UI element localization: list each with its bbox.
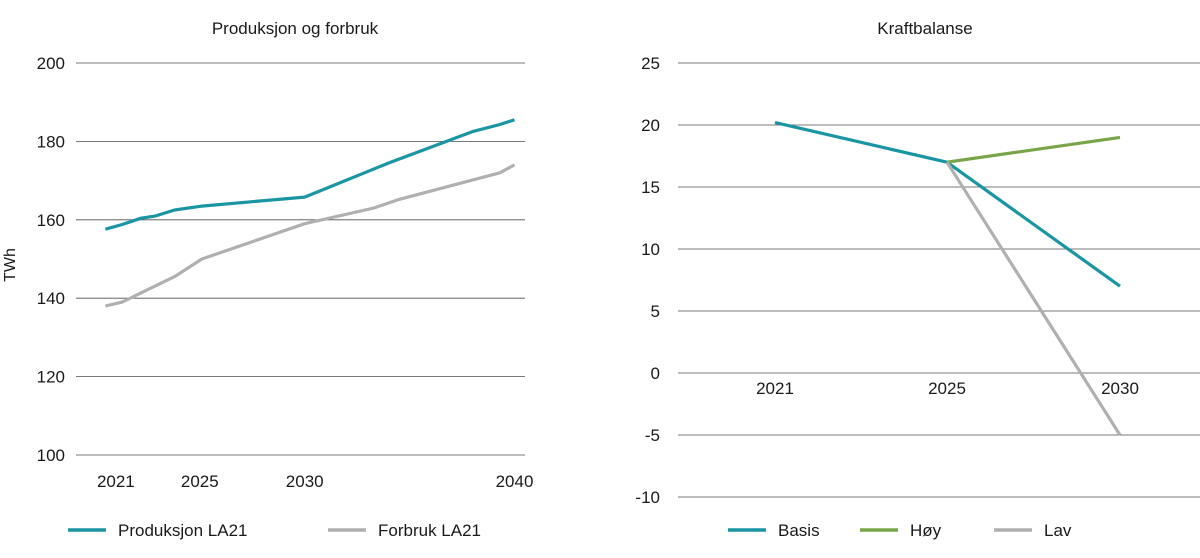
chart2-legend-label-h-y: Høy: [910, 521, 942, 540]
chart1-y-tick-label: 100: [37, 446, 65, 465]
chart1-y-tick-label: 140: [37, 289, 65, 308]
chart1-y-axis-label: TWh: [2, 248, 19, 282]
chart2-y-tick-label: 15: [641, 178, 660, 197]
chart1-legend-label-forbruk-la21: Forbruk LA21: [378, 521, 481, 540]
chart1-series-line-forbruk-la21: [105, 163, 516, 308]
chart1-series-line-produksjon-la21: [104, 118, 515, 231]
chart2-series-line-h-y: [946, 135, 1121, 164]
chart2-legend-label-lav: Lav: [1044, 521, 1072, 540]
chart2-y-tick-label: 20: [641, 116, 660, 135]
chart2-series-line-basis: [774, 120, 1121, 288]
chart2-title: Kraftbalanse: [877, 19, 972, 38]
chart2-y-tick-label: 0: [651, 364, 660, 383]
chart1-title: Produksjon og forbruk: [212, 19, 379, 38]
chart1-x-tick-label: 2021: [97, 472, 135, 491]
chart2-series-line-lav: [945, 161, 1122, 436]
chart2-x-tick-label: 2021: [756, 379, 794, 398]
chart1-x-tick-label: 2040: [496, 472, 534, 491]
chart1-y-tick-label: 180: [37, 132, 65, 151]
chart2-legend-label-basis: Basis: [778, 521, 820, 540]
chart2-y-tick-label: -5: [645, 426, 660, 445]
chart1-y-tick-label: 160: [37, 211, 65, 230]
chart1-x-tick-label: 2030: [286, 472, 324, 491]
chart1-y-tick-label: 200: [37, 54, 65, 73]
chart1-y-tick-label: 120: [37, 368, 65, 387]
chart2-y-tick-label: -10: [635, 488, 660, 507]
chart2-y-tick-label: 25: [641, 54, 660, 73]
chart1-legend-label-produksjon-la21: Produksjon LA21: [118, 521, 247, 540]
chart2-y-tick-label: 5: [651, 302, 660, 321]
chart2-x-tick-label: 2025: [928, 379, 966, 398]
chart1-x-tick-label: 2025: [181, 472, 219, 491]
chart2-x-tick-label: 2030: [1101, 379, 1139, 398]
chart2-y-tick-label: 10: [641, 240, 660, 259]
